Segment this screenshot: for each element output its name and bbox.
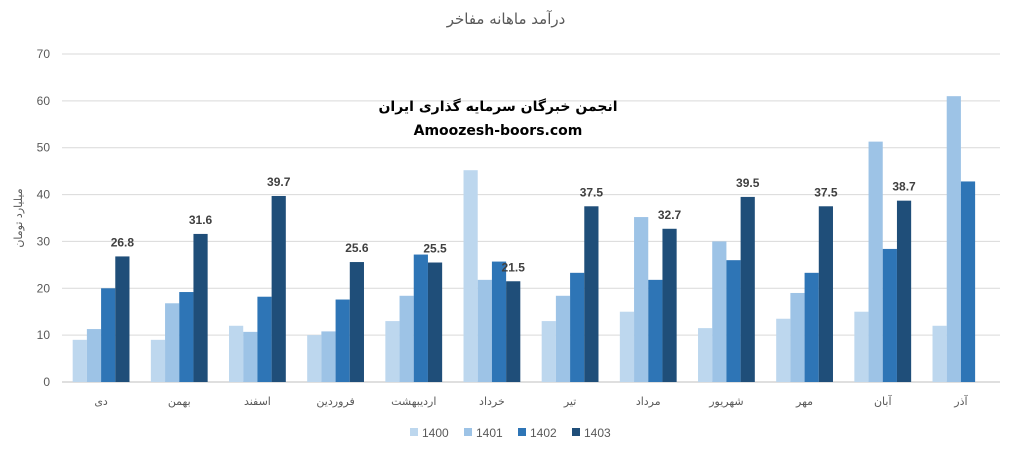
- bar-1400-6: [541, 321, 556, 382]
- bar-1402-1: [179, 292, 194, 382]
- bar-1401-3: [321, 331, 336, 382]
- bar-1401-4: [399, 295, 414, 382]
- bar-1403-4: [427, 262, 443, 382]
- x-tick-label: آبان: [874, 394, 892, 408]
- y-axis-ticks: 0 10 20 30 40 50 60 70: [37, 47, 51, 389]
- legend-swatch: [464, 428, 472, 436]
- data-label: 39.7: [267, 175, 291, 189]
- y-axis-label: میلیارد تومان: [12, 188, 25, 247]
- bar-1402-0: [101, 288, 116, 382]
- x-tick-label: مرداد: [636, 395, 661, 408]
- data-label: 25.6: [345, 241, 369, 255]
- bar-1401-2: [243, 331, 258, 382]
- legend-label: 1400: [422, 426, 449, 440]
- bar-1401-11: [946, 96, 961, 383]
- data-label: 26.8: [111, 235, 135, 249]
- data-label: 32.7: [658, 208, 682, 222]
- x-tick-label: بهمن: [168, 395, 191, 408]
- bar-1402-5: [491, 261, 507, 382]
- legend-swatch: [410, 428, 418, 436]
- y-tick-label: 60: [37, 94, 51, 108]
- bar-1400-11: [932, 325, 947, 382]
- bar-1403-2: [271, 195, 286, 382]
- data-label: 31.6: [189, 213, 213, 227]
- bar-1400-9: [776, 318, 791, 382]
- x-tick-label: مهر: [795, 395, 813, 408]
- y-tick-label: 0: [43, 375, 50, 389]
- bar-1402-10: [882, 248, 897, 382]
- y-tick-label: 50: [37, 141, 51, 155]
- data-label: 38.7: [892, 180, 916, 194]
- x-tick-label: اسفند: [244, 395, 271, 408]
- x-tick-label: خرداد: [479, 395, 505, 408]
- bar-1403-7: [662, 228, 677, 382]
- bar-1402-3: [335, 299, 350, 382]
- y-tick-label: 20: [37, 281, 51, 295]
- bar-1402-7: [648, 279, 663, 382]
- data-label: 25.5: [423, 242, 447, 256]
- x-tick-label: فروردین: [316, 395, 354, 408]
- bar-1402-11: [960, 181, 976, 382]
- data-label: 21.5: [502, 260, 526, 274]
- bar-1400-4: [385, 321, 400, 382]
- bar-1403-6: [584, 206, 599, 382]
- bar-1400-3: [307, 335, 322, 382]
- bar-1403-1: [193, 233, 208, 382]
- y-tick-label: 70: [37, 47, 51, 61]
- bar-1400-10: [854, 311, 869, 382]
- x-tick-label: آذر: [953, 394, 968, 408]
- legend: 1400 1401 1402 1403: [410, 426, 611, 440]
- bar-1403-0: [115, 256, 130, 382]
- legend-swatch: [518, 428, 526, 436]
- bar-1401-0: [86, 329, 102, 382]
- y-tick-label: 30: [37, 234, 51, 248]
- bar-1402-8: [726, 260, 741, 382]
- data-label: 37.5: [580, 185, 604, 199]
- bar-1400-2: [229, 325, 244, 382]
- bar-1401-1: [165, 303, 180, 382]
- bar-1401-6: [555, 295, 571, 382]
- data-labels: 26.8 31.6 39.7 25.6 25.5 21.5 37.5 32.7 39.5 37.5…: [111, 175, 916, 274]
- x-tick-label: تیر: [563, 395, 576, 408]
- bar-1400-5: [463, 170, 478, 382]
- bar-1403-10: [896, 200, 912, 382]
- bar-1403-9: [818, 206, 833, 382]
- legend-label: 1401: [476, 426, 503, 440]
- bar-1400-8: [698, 328, 713, 382]
- bar-1403-8: [740, 196, 755, 382]
- chart-title: درآمد ماهانه مفاخر: [446, 10, 566, 28]
- gridlines: [62, 53, 1000, 383]
- bar-1401-7: [634, 217, 649, 382]
- bar-1401-5: [477, 279, 492, 382]
- x-tick-label: شهریور: [708, 395, 743, 408]
- x-tick-label: دی: [94, 395, 108, 408]
- watermark-line2: Amoozesh-boors.com: [414, 123, 583, 139]
- bars: [72, 96, 976, 383]
- bar-1400-1: [150, 339, 166, 382]
- x-axis-categories: دی بهمن اسفند فروردین اردیبهشت خرداد تیر مرداد ش…: [94, 394, 968, 408]
- bar-1402-6: [570, 272, 585, 382]
- bar-1403-5: [506, 281, 521, 382]
- legend-swatch: [572, 428, 580, 436]
- y-tick-label: 10: [37, 328, 51, 342]
- bar-1403-3: [349, 262, 364, 382]
- y-tick-label: 40: [37, 188, 51, 202]
- data-label: 39.5: [736, 176, 760, 190]
- legend-label: 1403: [584, 426, 611, 440]
- bar-1401-8: [712, 241, 727, 382]
- bar-1402-9: [804, 272, 819, 382]
- bar-1402-2: [257, 296, 272, 382]
- data-label: 37.5: [814, 185, 838, 199]
- x-tick-label: اردیبهشت: [391, 395, 436, 408]
- bar-1402-4: [413, 254, 428, 382]
- legend-label: 1402: [530, 426, 557, 440]
- bar-1400-7: [619, 311, 635, 382]
- bar-1401-9: [790, 292, 805, 382]
- bar-1400-0: [72, 339, 87, 382]
- watermark-line1: انجمن خبرگان سرمایه گذاری ایران: [378, 98, 617, 115]
- bar-1401-10: [868, 141, 883, 382]
